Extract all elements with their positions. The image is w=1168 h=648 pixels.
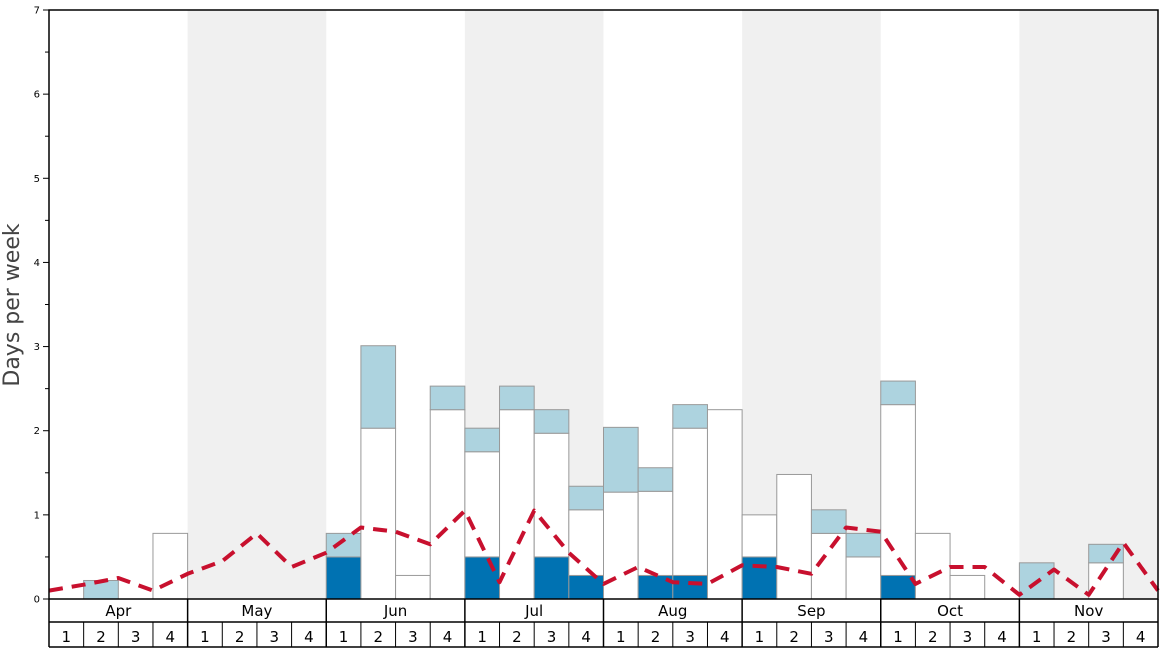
week-label: 1: [616, 628, 626, 646]
week-label: 3: [269, 628, 279, 646]
week-label: 2: [928, 628, 938, 646]
month-label-aug: Aug: [658, 602, 687, 620]
bar-light-blue-16: [568, 485, 604, 511]
bar-white-18: [637, 490, 674, 576]
week-label: 4: [443, 628, 453, 646]
week-label: 3: [963, 628, 973, 646]
bar-light-blue-12: [429, 385, 466, 411]
week-label: 1: [477, 628, 487, 646]
week-label: 2: [651, 628, 661, 646]
y-tick-label: 7: [34, 6, 40, 17]
week-label: 4: [1136, 628, 1146, 646]
red-dashed-line-path: [48, 508, 1160, 597]
week-label: 3: [1101, 628, 1111, 646]
week-label: 4: [304, 628, 314, 646]
bar-light-blue-17: [603, 426, 639, 493]
week-label: 2: [96, 628, 106, 646]
bar-light-blue-24: [845, 532, 882, 558]
week-label: 1: [893, 628, 903, 646]
week-label: 4: [581, 628, 591, 646]
y-tick-label: 1: [34, 510, 40, 521]
bar-light-blue-19: [672, 404, 708, 429]
month-shade-may: [187, 10, 327, 599]
week-label: 1: [1032, 628, 1042, 646]
bar-dark-blue-9: [325, 556, 362, 600]
bar-white-10: [360, 427, 397, 600]
month-label-jun: Jun: [383, 602, 407, 620]
bar-white-15: [533, 432, 570, 558]
bar-white-26: [914, 532, 951, 600]
bar-dark-blue-13: [464, 556, 501, 600]
month-label-nov: Nov: [1074, 602, 1103, 620]
bar-white-19: [672, 427, 708, 576]
month-shading: [187, 10, 1158, 599]
y-tick-label: 2: [34, 426, 40, 437]
week-label: 2: [373, 628, 383, 646]
y-axis: 0 1 2 3 4 5 6 7: [34, 6, 49, 606]
bar-white-16: [568, 509, 604, 576]
week-label: 4: [720, 628, 730, 646]
bar-dark-blue-15: [533, 556, 570, 600]
bar-light-blue-23: [810, 509, 847, 534]
month-label-sep: Sep: [797, 602, 825, 620]
week-label: 1: [62, 628, 72, 646]
week-label: 3: [547, 628, 557, 646]
bar-dark-blue-21: [741, 556, 778, 600]
bar-white-25: [880, 404, 916, 576]
bar-white-11: [395, 574, 431, 600]
y-tick-label: 5: [34, 174, 40, 185]
month-label-apr: Apr: [105, 602, 132, 620]
bar-light-blue-13: [464, 427, 501, 453]
bar-white-27: [949, 574, 986, 600]
week-label: 4: [859, 628, 869, 646]
bar-dark-blue-16: [568, 574, 604, 600]
week-label: 2: [789, 628, 799, 646]
bar-light-blue-15: [533, 409, 570, 434]
bar-light-blue-10: [360, 345, 397, 429]
x-axis: Apr 1 2 3 4 May 1 2 3 4 Jun 1 2 3 4 Jul 1 2 3 4 Aug 1 2 3 4 Sep 1 2…: [48, 599, 1159, 648]
bar-white-20: [706, 409, 743, 600]
week-label: 2: [235, 628, 245, 646]
bar-white-22: [776, 473, 812, 600]
bar-white-21: [741, 514, 778, 558]
month-label-oct: Oct: [937, 602, 963, 620]
month-shade-nov: [1019, 10, 1158, 599]
bar-white-13: [464, 451, 501, 558]
week-label: 4: [166, 628, 176, 646]
bar-light-blue-18: [637, 467, 674, 492]
week-label: 1: [755, 628, 765, 646]
week-label: 2: [512, 628, 522, 646]
week-label: 3: [408, 628, 418, 646]
bar-light-blue-14: [499, 385, 535, 411]
month-label-jul: Jul: [524, 602, 543, 620]
y-tick-label: 0: [34, 595, 40, 606]
red-dashed-line: [48, 508, 1160, 597]
bar-light-blue-9: [325, 532, 362, 558]
week-label: 2: [1067, 628, 1077, 646]
week-label: 3: [824, 628, 834, 646]
bars: [83, 345, 1124, 600]
bar-white-23: [810, 532, 847, 600]
bar-light-blue-25: [880, 380, 916, 406]
week-label: 4: [997, 628, 1007, 646]
bar-white-14: [499, 409, 535, 600]
bar-white-24: [845, 556, 882, 600]
month-label-may: May: [241, 602, 272, 620]
y-axis-label: Days per week: [0, 223, 25, 386]
y-tick-label: 3: [34, 342, 40, 353]
week-label: 3: [131, 628, 141, 646]
week-label: 1: [339, 628, 349, 646]
bar-white-12: [429, 409, 466, 600]
bar-dark-blue-19: [672, 574, 708, 600]
y-tick-label: 4: [34, 258, 40, 269]
week-label: 1: [200, 628, 210, 646]
y-tick-label: 6: [34, 90, 40, 101]
week-label: 3: [685, 628, 695, 646]
bar-white-4: [152, 532, 189, 600]
